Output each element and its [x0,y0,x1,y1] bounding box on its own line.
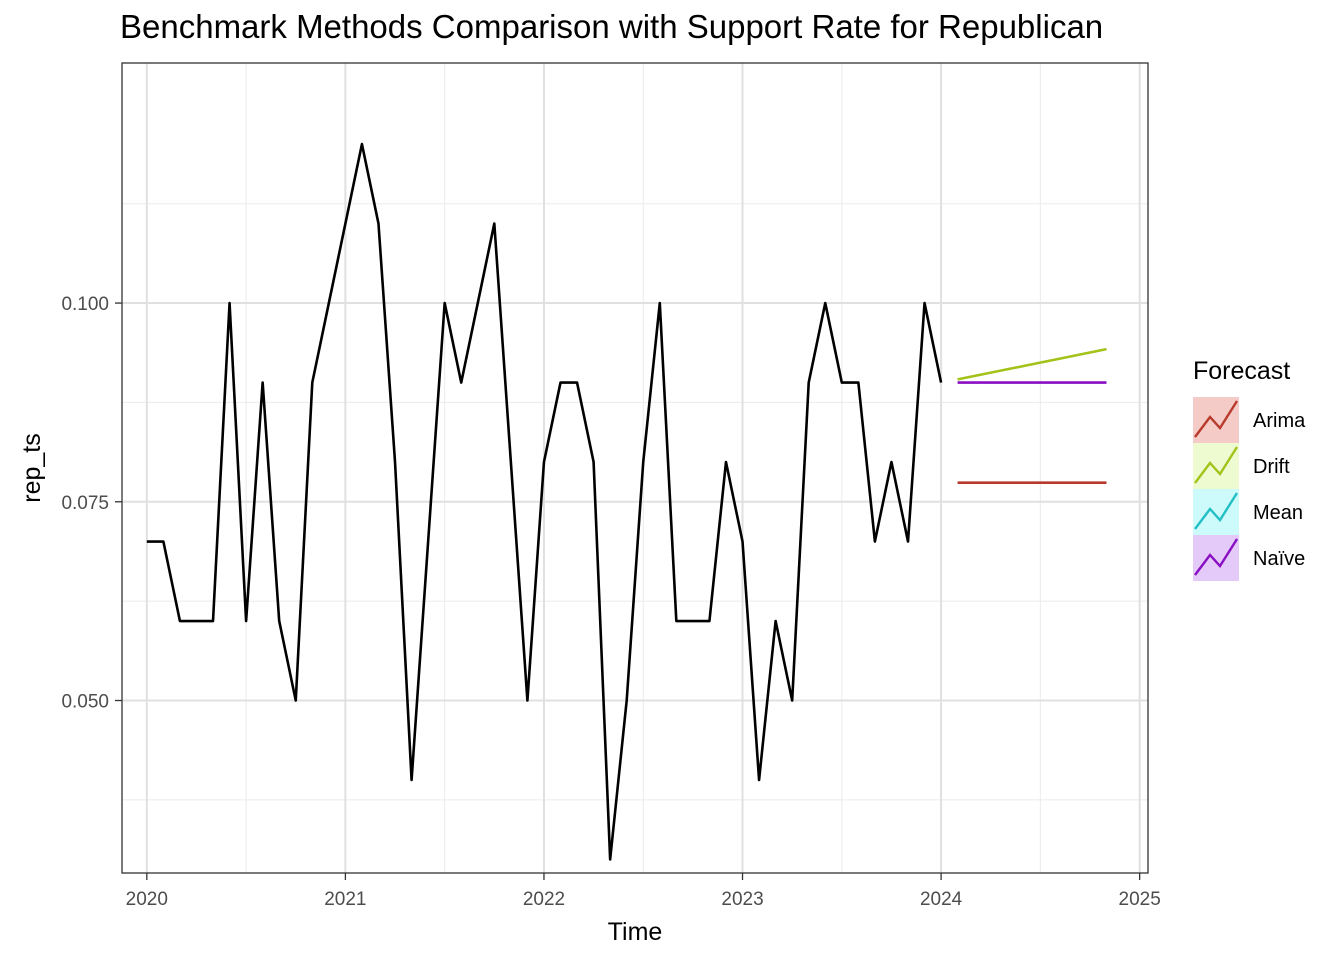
y-axis-title: rep_ts [18,433,46,502]
legend-line-mean [1194,492,1239,530]
panel-border [121,62,1149,874]
chart-title: Benchmark Methods Comparison with Suppor… [120,8,1104,45]
legend-label-drift: Drift [1253,456,1290,478]
legend: Forecast Arima Drift Mean Naïve [1193,357,1306,581]
legend-label-naïve: Naïve [1253,548,1305,570]
x-axis: 2020 2021 2022 2023 2024 2025 [126,873,1161,910]
legend-key-arima [1193,397,1239,443]
x-tick-label: 2022 [523,889,565,910]
x-tick-label: 2020 [126,889,168,910]
legend-line-naïve [1194,538,1239,576]
minor-gridlines [122,63,1148,873]
legend-label-mean: Mean [1253,502,1303,524]
legend-line-arima [1194,400,1239,438]
major-gridlines [122,63,1148,873]
forecast-line-drift [957,347,1107,381]
y-tick-label: 0.050 [61,692,109,713]
legend-key-naïve [1193,535,1239,581]
series-layer [146,142,1107,861]
legend-key-mean [1193,489,1239,535]
legend-line-drift [1194,446,1239,484]
x-tick-label: 2024 [920,889,963,910]
observed-series-line [146,142,943,861]
x-tick-label: 2021 [324,889,366,910]
x-tick-label: 2023 [721,889,763,910]
y-axis: 0.050 0.075 0.100 [61,294,122,713]
x-axis-title: Time [608,918,663,946]
y-tick-label: 0.100 [61,294,109,315]
x-tick-label: 2025 [1119,889,1161,910]
legend-title: Forecast [1193,357,1290,385]
legend-key-drift [1193,443,1239,489]
legend-label-arima: Arima [1253,410,1306,432]
y-tick-label: 0.075 [61,493,109,514]
